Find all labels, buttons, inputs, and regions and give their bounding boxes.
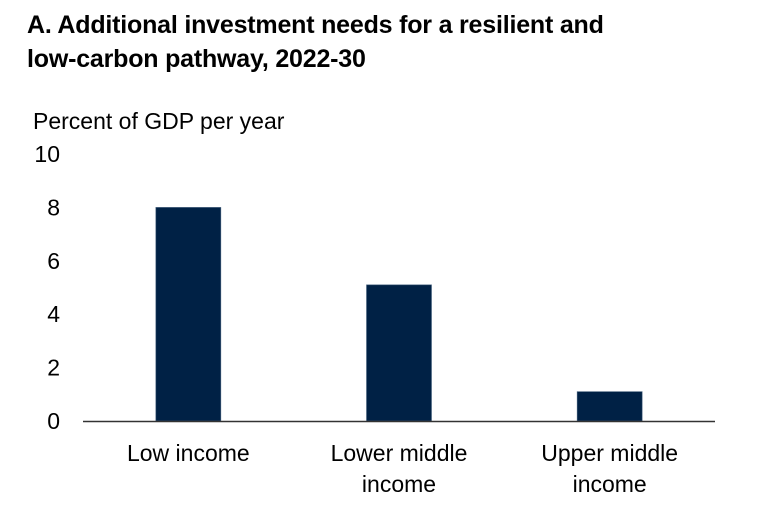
y-tick-label: 2 bbox=[47, 355, 60, 381]
x-tick-label: income bbox=[362, 471, 436, 497]
y-tick-label: 6 bbox=[47, 248, 60, 274]
y-tick-label: 4 bbox=[47, 301, 60, 327]
y-tick-label: 8 bbox=[47, 194, 60, 220]
chart-title-line-1: A. Additional investment needs for a res… bbox=[27, 11, 604, 39]
x-tick-label: Low income bbox=[127, 440, 250, 466]
chart-title-line-2: low-carbon pathway, 2022-30 bbox=[27, 45, 366, 73]
y-tick-label: 10 bbox=[34, 141, 60, 167]
chart-title: A. Additional investment needs for a res… bbox=[27, 8, 747, 76]
y-tick-label: 0 bbox=[47, 408, 60, 434]
x-tick-label: Upper middle bbox=[541, 440, 678, 466]
bar bbox=[155, 207, 222, 422]
x-tick-label: Lower middle bbox=[331, 440, 468, 466]
x-tick-label: income bbox=[573, 471, 647, 497]
bar bbox=[576, 391, 643, 422]
y-axis-label: Percent of GDP per year bbox=[33, 108, 285, 134]
bar bbox=[366, 284, 432, 422]
